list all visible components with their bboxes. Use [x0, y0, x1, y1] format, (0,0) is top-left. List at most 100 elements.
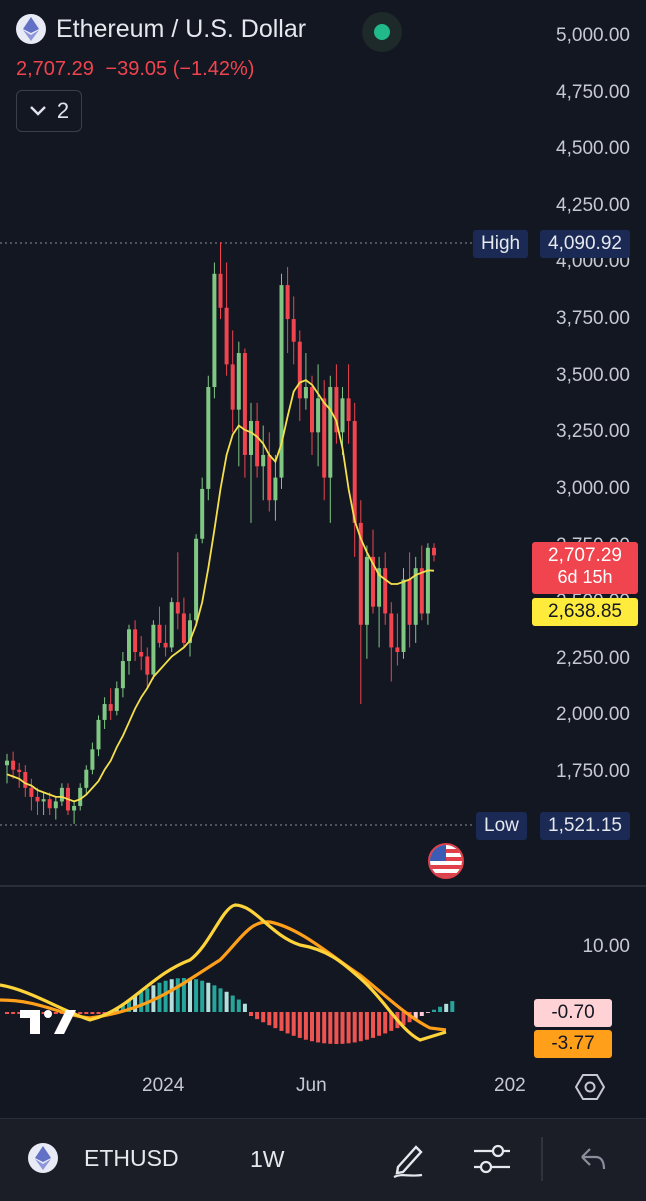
macd-histogram-bar — [316, 1012, 321, 1043]
indicator-axis-label: 10.00 — [582, 936, 630, 957]
undo-icon — [581, 1148, 606, 1170]
high-value: 4,090.92 — [540, 230, 630, 258]
macd-histogram-bar — [96, 1012, 101, 1014]
macd-histogram-bar — [163, 980, 168, 1012]
macd-histogram-bar — [377, 1012, 382, 1036]
price-axis-label: 4,750.00 — [556, 81, 630, 103]
candle-body — [297, 341, 302, 399]
symbol-selector[interactable]: ETHUSD — [28, 1143, 179, 1173]
candle-body — [340, 398, 345, 433]
ethereum-icon — [16, 14, 46, 44]
macd-histogram-bar — [291, 1012, 296, 1036]
candle-body — [96, 719, 101, 750]
price-axis-label: 1,750.00 — [556, 761, 630, 782]
macd-histogram-bar — [236, 999, 241, 1012]
macd-histogram-bar — [273, 1012, 278, 1029]
macd-histogram-bar — [450, 1001, 455, 1012]
candle-body — [108, 704, 113, 711]
macd-histogram-bar — [401, 1012, 406, 1026]
candle-body — [59, 787, 64, 802]
macd-histogram-bar — [17, 1012, 22, 1014]
candle-body — [175, 602, 180, 614]
macd-histogram-bar — [120, 1003, 125, 1012]
macd-histogram-bar — [53, 1012, 58, 1014]
candle-body — [322, 398, 327, 478]
macd-histogram-bar — [261, 1012, 266, 1023]
market-status-dot — [374, 24, 390, 40]
macd-histogram-bar — [383, 1012, 388, 1034]
candle-body — [432, 547, 436, 556]
undo-button[interactable] — [578, 1145, 608, 1180]
price-change-row: 2,707.29 −39.05 (−1.42%) — [16, 58, 254, 81]
time-axis-202: 202 — [494, 1075, 526, 1096]
candle-body — [352, 420, 357, 523]
candle-body — [200, 488, 205, 539]
time-axis-2024: 2024 — [142, 1075, 185, 1096]
candle-countdown: 6d 15h — [557, 567, 613, 587]
macd-histogram-bar — [175, 978, 180, 1012]
candle-body — [181, 613, 186, 643]
macd-histogram-bar — [371, 1012, 375, 1038]
price-axis-label: 4,250.00 — [556, 194, 630, 216]
macd-histogram-bar — [340, 1012, 345, 1044]
current-price-value: 2,707.29 — [548, 545, 622, 566]
candle-body — [72, 805, 77, 811]
current-price-tag: 2,707.29 6d 15h — [532, 542, 638, 594]
candle-body — [41, 799, 46, 802]
bottom-toolbar: ETHUSD 1W — [0, 1118, 646, 1201]
us-flag-icon[interactable] — [428, 843, 464, 879]
candle-body — [267, 454, 272, 501]
macd-histogram-bar — [346, 1012, 351, 1044]
macd-histogram-bar — [181, 978, 186, 1012]
low-value: 1,521.15 — [540, 812, 630, 840]
symbol-header[interactable]: Ethereum / U.S. Dollar — [16, 14, 306, 44]
drawing-tools-button[interactable] — [388, 1139, 428, 1184]
macd-histogram-bar — [334, 1012, 339, 1044]
macd-value-tag: -0.70 — [534, 999, 612, 1027]
candle-body — [127, 629, 131, 662]
macd-histogram-bar — [267, 1012, 272, 1026]
candle-body — [120, 661, 125, 689]
candle-body — [163, 642, 168, 648]
time-axis-jun: Jun — [296, 1075, 327, 1096]
chart-settings-button[interactable] — [574, 1072, 606, 1107]
macd-line — [0, 903, 447, 1042]
macd-histogram-bar — [139, 991, 144, 1012]
interval-selector[interactable]: 1W — [250, 1146, 285, 1172]
candle-body — [5, 760, 9, 766]
macd-histogram-bar — [364, 1012, 369, 1040]
tradingview-logo — [20, 1010, 76, 1034]
candle-body — [224, 307, 229, 365]
candle-body — [389, 613, 394, 648]
macd-histogram-bar — [102, 1012, 107, 1014]
candle-body — [53, 801, 58, 809]
sliders-icon — [474, 1144, 510, 1174]
candle-body — [419, 568, 424, 614]
candle-body — [157, 624, 162, 643]
pencil-icon — [393, 1145, 423, 1179]
low-label: Low — [476, 812, 527, 840]
candle-body — [29, 787, 34, 797]
candle-body — [17, 769, 22, 772]
macd-histogram-bar — [413, 1012, 418, 1020]
macd-histogram-bar — [230, 995, 235, 1012]
indicators-button[interactable] — [472, 1141, 512, 1182]
price-axis-label: 3,500.00 — [556, 364, 630, 386]
symbol-code: ETHUSD — [84, 1144, 179, 1171]
candle-body — [151, 624, 156, 675]
macd-histogram-bar — [432, 1009, 436, 1012]
candle-body — [90, 749, 95, 770]
candle-body — [249, 420, 253, 455]
indicators-toggle-button[interactable]: 2 — [16, 90, 82, 132]
macd-histogram-bar — [218, 988, 223, 1012]
macd-histogram-bar — [255, 1012, 260, 1020]
candle-body — [425, 547, 430, 614]
macd-histogram-bar — [133, 995, 138, 1012]
candle-body — [169, 602, 174, 648]
market-status-indicator[interactable] — [362, 12, 402, 52]
macd-histogram-bar — [41, 1012, 46, 1014]
candle-body — [212, 273, 217, 388]
candle-body — [133, 629, 138, 652]
macd-histogram-bar — [444, 1003, 449, 1012]
